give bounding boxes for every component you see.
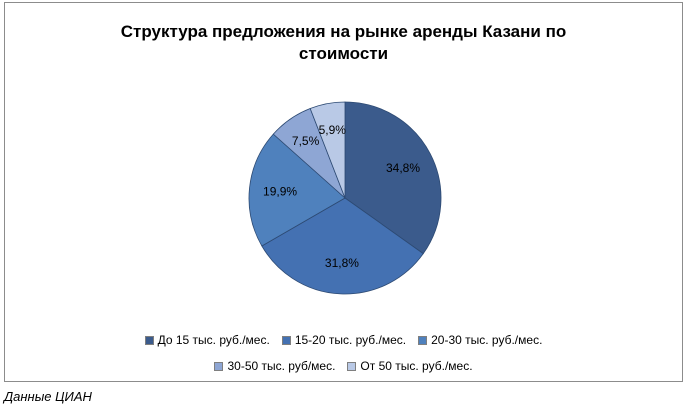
- chart-title-line-1: Структура предложения на рынке аренды Ка…: [120, 22, 567, 41]
- legend-label-0: До 15 тыс. руб./мес.: [157, 333, 270, 347]
- chart-title-line-2: стоимости: [298, 44, 389, 63]
- pie-data-label-0: 34,8%: [386, 161, 420, 175]
- pie-chart: 34,8% 31,8% 19,9% 7,5%5,9%: [248, 101, 442, 295]
- legend-label-4: От 50 тыс. руб./мес.: [360, 359, 473, 373]
- legend-row-1: До 15 тыс. руб./мес. 15-20 тыс. руб./мес…: [5, 333, 682, 347]
- pie-slice-4: [309, 101, 346, 199]
- legend-item-3: 30-50 тыс. руб/мес.: [214, 359, 335, 373]
- pie-data-label-2: 19,9%: [263, 184, 297, 198]
- pie-data-label-1: 31,8%: [325, 256, 359, 270]
- legend-label-1: 15-20 тыс. руб./мес.: [294, 333, 407, 347]
- legend-row-2: 30-50 тыс. руб/мес. От 50 тыс. руб./мес.: [5, 359, 682, 373]
- pie-slice-1: [261, 197, 424, 295]
- pie-slice-2: [248, 133, 346, 247]
- legend-swatch-2: [418, 335, 428, 345]
- legend-swatch-1: [281, 335, 291, 345]
- chart-frame: Структура предложения на рынке аренды Ка…: [4, 2, 683, 382]
- pie-data-label-3: 7,5%: [292, 134, 320, 148]
- legend-label-3: 30-50 тыс. руб/мес.: [227, 359, 336, 373]
- legend-item-1: 15-20 тыс. руб./мес.: [281, 333, 407, 347]
- legend-swatch-4: [347, 361, 357, 371]
- source-note: Данные ЦИАН: [4, 389, 92, 404]
- chart-title: Структура предложения на рынке аренды Ка…: [5, 21, 682, 65]
- legend-swatch-0: [144, 335, 154, 345]
- pie-data-label-4: 5,9%: [319, 123, 347, 137]
- legend-item-0: До 15 тыс. руб./мес.: [144, 333, 270, 347]
- legend-label-2: 20-30 тыс. руб./мес.: [431, 333, 543, 347]
- legend-item-4: От 50 тыс. руб./мес.: [347, 359, 473, 373]
- legend-swatch-3: [214, 361, 224, 371]
- pie-slice-0: [344, 101, 442, 255]
- legend-item-2: 20-30 тыс. руб./мес.: [418, 333, 542, 347]
